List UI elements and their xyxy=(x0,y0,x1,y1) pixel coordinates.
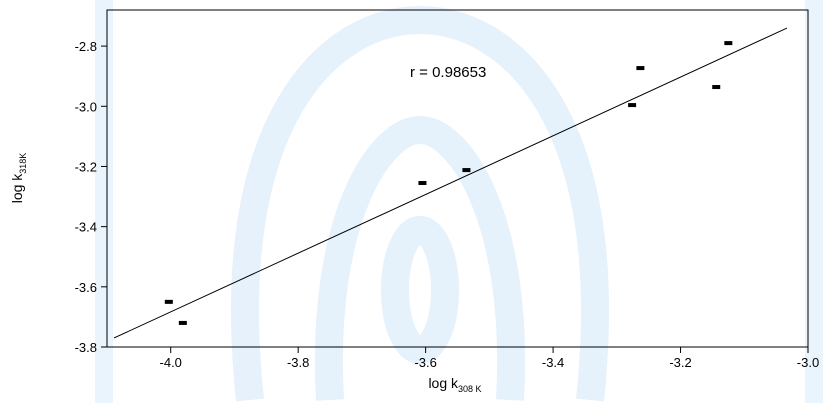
watermark xyxy=(95,0,823,403)
x-tick-label: -3.4 xyxy=(542,355,564,370)
x-tick-label: -3.6 xyxy=(414,355,436,370)
x-label-sub: 308 K xyxy=(458,384,482,394)
point xyxy=(462,168,470,172)
x-tick-label: -3.8 xyxy=(287,355,309,370)
x-tick-label: -3.0 xyxy=(797,355,819,370)
y-tick-label: -3.6 xyxy=(75,280,97,295)
x-tick-label: -3.2 xyxy=(669,355,691,370)
x-axis-label: log k308 K xyxy=(428,375,481,394)
y-tick-label: -3.4 xyxy=(75,220,97,235)
y-tick-label: -3.2 xyxy=(75,159,97,174)
y-tick-label: -2.8 xyxy=(75,39,97,54)
y-label-main: log k xyxy=(9,173,25,204)
point xyxy=(712,85,720,89)
point xyxy=(628,103,636,107)
page: {"chart_data": {"type": "scatter", "x_la… xyxy=(0,0,826,403)
chart: r = 0.98653 log k308 K log k318K -4.0-3.… xyxy=(0,0,826,403)
point xyxy=(179,321,187,325)
y-label-sub: 318K xyxy=(18,153,28,174)
annotation: r = 0.98653 xyxy=(410,64,486,81)
point xyxy=(724,41,732,45)
x-tick-label: -4.0 xyxy=(160,355,182,370)
y-tick-label: -3.8 xyxy=(75,340,97,355)
point xyxy=(165,300,173,304)
point xyxy=(418,181,426,185)
y-tick-label: -3.0 xyxy=(75,99,97,114)
y-axis-label: log k318K xyxy=(9,153,28,204)
point xyxy=(636,66,644,70)
x-label-main: log k xyxy=(428,375,459,391)
